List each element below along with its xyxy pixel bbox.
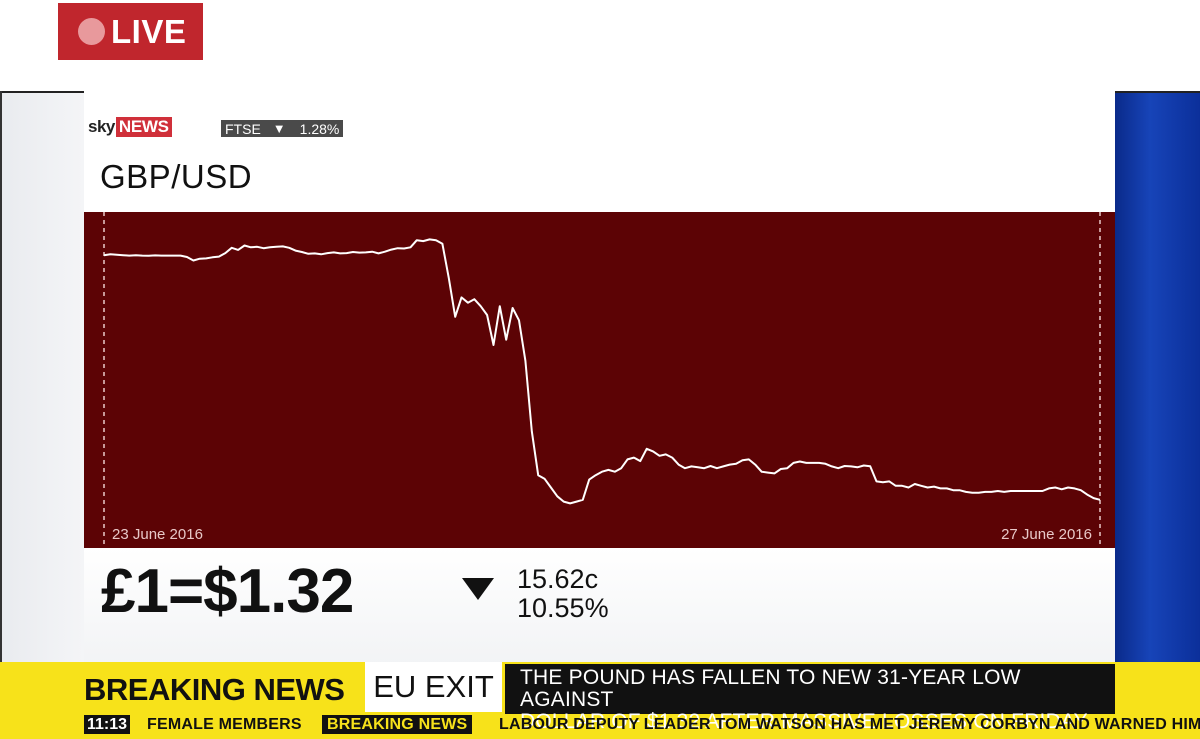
logo-news-text: NEWS — [115, 117, 172, 137]
headline-line-1: THE POUND HAS FALLEN TO NEW 31-YEAR LOW … — [520, 666, 1021, 711]
section-label: EU EXIT — [365, 662, 502, 712]
video-left-border — [0, 91, 2, 739]
ftse-indicator: FTSE ▼ 1.28% — [221, 120, 344, 137]
ftse-label: FTSE — [225, 120, 261, 137]
headline: THE POUND HAS FALLEN TO NEW 31-YEAR LOW … — [505, 664, 1115, 733]
x-tick-start-date: 23 June 2016 — [112, 526, 203, 543]
gbp-usd-series-line — [103, 238, 1101, 505]
price-panel: £1=$1.32 15.62c 10.55% — [84, 548, 1115, 666]
crawl-bar: 11:13 FEMALE MEMBERS BREAKING NEWS LABOU… — [0, 715, 1200, 734]
live-badge[interactable]: LIVE — [58, 3, 203, 60]
news-ticker: BREAKING NEWS EU EXIT THE POUND HAS FALL… — [0, 662, 1200, 739]
graphic-header: sky NEWS FTSE ▼ 1.28% GBP/USD — [84, 91, 1115, 212]
change-absolute: 15.62c — [517, 564, 599, 594]
breaking-news-label: BREAKING NEWS — [84, 672, 345, 707]
ftse-down-icon: ▼ — [272, 121, 286, 136]
crawl-text-right: LABOUR DEPUTY LEADER TOM WATSON HAS MET … — [499, 716, 1200, 733]
chart-area: 23 June 2016 27 June 2016 — [84, 212, 1115, 548]
page-title: GBP/USD — [100, 158, 253, 195]
headline-line-2: DOLLAR OF $1.32 AFTER MASSIVE LOSSES ON … — [520, 710, 1088, 733]
x-tick-end-date: 27 June 2016 — [1001, 526, 1092, 543]
change-percent: 10.55% — [517, 593, 609, 623]
ftse-change: 1.28% — [299, 120, 340, 137]
sky-news-logo: sky NEWS — [88, 117, 172, 137]
live-dot-icon — [78, 18, 105, 45]
down-arrow-icon — [462, 578, 494, 600]
exchange-rate-value: £1=$1.32 — [101, 557, 354, 626]
live-label: LIVE — [111, 12, 187, 50]
video-player[interactable]: sky NEWS FTSE ▼ 1.28% GBP/USD 23 June 20… — [0, 91, 1200, 739]
crawl-breaking-label: BREAKING NEWS — [322, 715, 473, 734]
gbp-usd-chart: 23 June 2016 27 June 2016 — [103, 212, 1101, 548]
crawl-text-left: FEMALE MEMBERS — [147, 716, 302, 733]
clock: 11:13 — [84, 715, 131, 734]
logo-sky-text: sky — [88, 117, 115, 136]
